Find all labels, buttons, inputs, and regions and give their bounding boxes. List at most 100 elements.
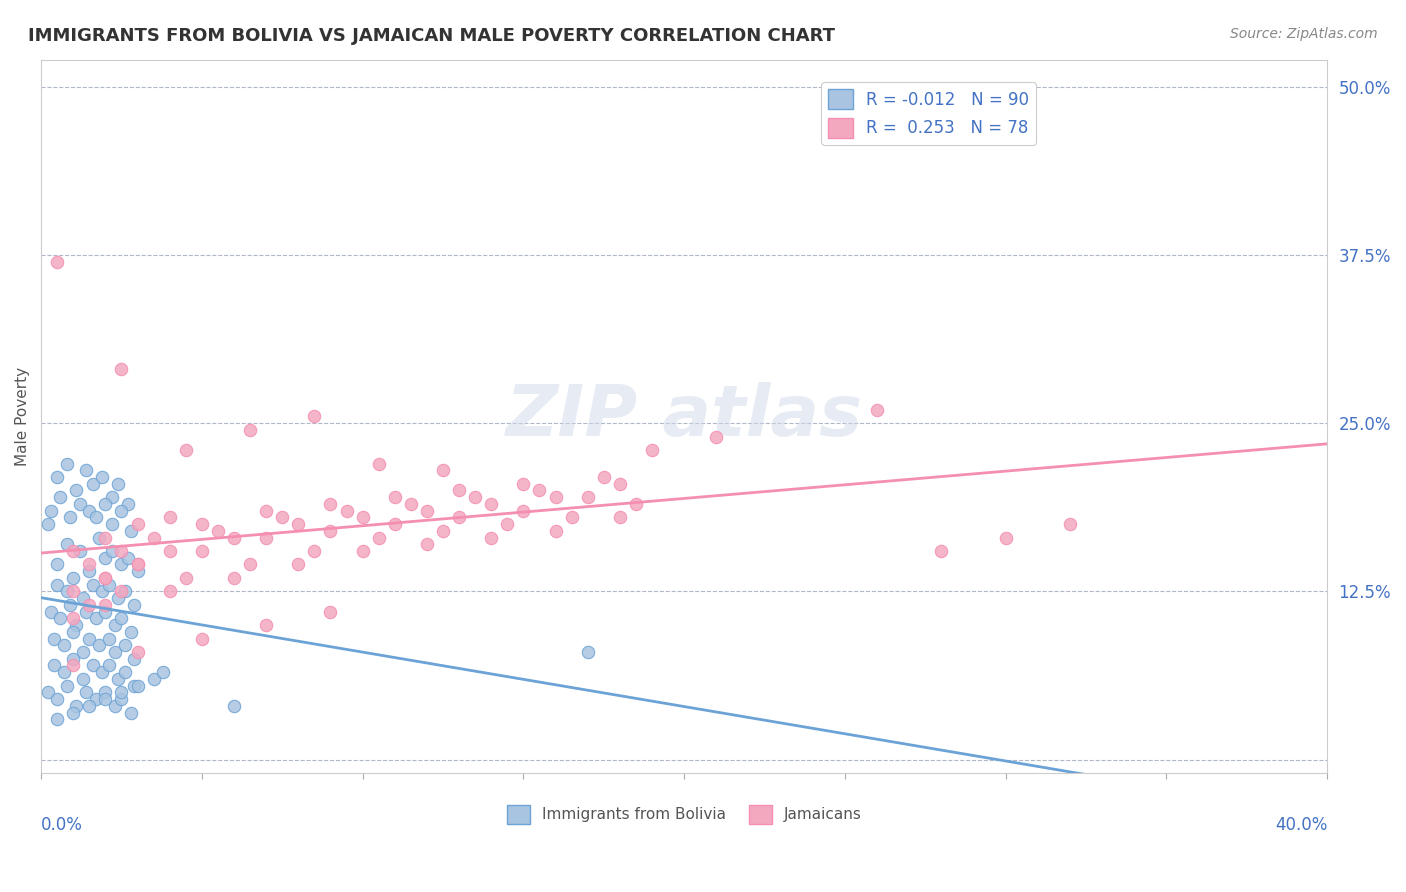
Point — [72, 645, 94, 659]
Y-axis label: Male Poverty: Male Poverty — [15, 367, 30, 466]
Point — [49, 490, 72, 504]
Point — [94, 531, 117, 545]
Point — [127, 558, 149, 572]
Point — [159, 544, 181, 558]
Point — [124, 652, 146, 666]
Point — [222, 571, 245, 585]
Point — [46, 577, 69, 591]
Point — [304, 544, 326, 558]
Point — [62, 658, 84, 673]
Point — [399, 497, 422, 511]
Point — [110, 558, 132, 572]
Point — [496, 517, 519, 532]
Point — [75, 605, 97, 619]
Point — [42, 632, 65, 646]
Point — [124, 679, 146, 693]
Point — [319, 605, 342, 619]
Point — [114, 638, 136, 652]
Point — [544, 524, 567, 538]
Point — [72, 672, 94, 686]
Point — [62, 706, 84, 720]
Point — [37, 685, 59, 699]
Point — [110, 611, 132, 625]
Point — [432, 463, 454, 477]
Point — [69, 544, 91, 558]
Point — [39, 503, 62, 517]
Point — [75, 685, 97, 699]
Point — [84, 692, 107, 706]
Point — [110, 692, 132, 706]
Point — [97, 577, 120, 591]
Point — [84, 611, 107, 625]
Point — [609, 510, 631, 524]
Point — [104, 645, 127, 659]
Point — [335, 503, 357, 517]
Point — [174, 443, 197, 458]
Text: Source: ZipAtlas.com: Source: ZipAtlas.com — [1230, 27, 1378, 41]
Point — [624, 497, 647, 511]
Point — [239, 423, 262, 437]
Point — [94, 605, 117, 619]
Point — [46, 254, 69, 268]
Point — [56, 457, 79, 471]
Point — [62, 611, 84, 625]
Point — [110, 685, 132, 699]
Point — [159, 584, 181, 599]
Point — [142, 531, 165, 545]
Point — [352, 544, 374, 558]
Point — [512, 476, 534, 491]
Point — [79, 503, 101, 517]
Point — [994, 531, 1017, 545]
Point — [529, 483, 551, 498]
Point — [65, 618, 87, 632]
Point — [117, 550, 139, 565]
Legend: Immigrants from Bolivia, Jamaicans: Immigrants from Bolivia, Jamaicans — [501, 799, 868, 830]
Point — [110, 544, 132, 558]
Point — [56, 584, 79, 599]
Point — [866, 402, 889, 417]
Point — [97, 658, 120, 673]
Point — [75, 463, 97, 477]
Point — [104, 698, 127, 713]
Point — [416, 537, 439, 551]
Point — [42, 658, 65, 673]
Point — [191, 632, 214, 646]
Point — [46, 558, 69, 572]
Point — [84, 510, 107, 524]
Point — [576, 490, 599, 504]
Point — [46, 470, 69, 484]
Point — [239, 558, 262, 572]
Point — [110, 503, 132, 517]
Point — [124, 598, 146, 612]
Point — [69, 497, 91, 511]
Point — [287, 517, 309, 532]
Point — [65, 483, 87, 498]
Point — [52, 665, 75, 680]
Point — [127, 679, 149, 693]
Point — [79, 598, 101, 612]
Point — [91, 470, 114, 484]
Point — [94, 550, 117, 565]
Point — [101, 490, 124, 504]
Point — [464, 490, 486, 504]
Point — [79, 564, 101, 578]
Point — [94, 497, 117, 511]
Point — [576, 645, 599, 659]
Point — [110, 584, 132, 599]
Point — [59, 598, 82, 612]
Point — [110, 362, 132, 376]
Point — [79, 698, 101, 713]
Point — [114, 584, 136, 599]
Point — [1059, 517, 1081, 532]
Text: ZIP atlas: ZIP atlas — [506, 382, 863, 450]
Point — [94, 571, 117, 585]
Point — [512, 503, 534, 517]
Point — [82, 577, 104, 591]
Point — [114, 665, 136, 680]
Point — [367, 457, 389, 471]
Point — [94, 685, 117, 699]
Point — [56, 679, 79, 693]
Point — [479, 497, 502, 511]
Point — [94, 692, 117, 706]
Point — [46, 692, 69, 706]
